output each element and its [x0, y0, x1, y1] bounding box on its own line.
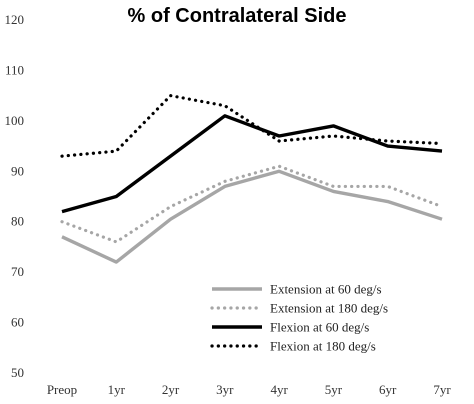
x-tick-label: 6yr	[379, 382, 397, 397]
y-tick-label: 90	[11, 163, 24, 178]
series-line-4	[60, 94, 444, 158]
y-tick-label: 100	[5, 113, 25, 128]
legend-label: Flexion at 180 deg/s	[270, 339, 376, 354]
y-tick-label: 50	[11, 365, 24, 380]
series-line-2	[60, 164, 444, 244]
series-line-3	[61, 114, 443, 214]
series-lines	[60, 94, 444, 264]
x-tick-label: 7yr	[433, 382, 451, 397]
x-tick-label: Preop	[47, 382, 77, 397]
chart-title: % of Contralateral Side	[128, 5, 347, 27]
x-tick-label: 1yr	[108, 382, 126, 397]
legend-label: Flexion at 60 deg/s	[270, 320, 369, 335]
legend-label: Extension at 180 deg/s	[270, 301, 388, 316]
x-tick-label: 5yr	[325, 382, 343, 397]
series-line-1	[61, 169, 443, 264]
legend-label: Extension at 60 deg/s	[270, 282, 382, 297]
x-axis-ticks: Preop 1yr 2yr 3yr 4yr 5yr 6yr 7yr	[47, 382, 452, 397]
y-tick-label: 120	[5, 12, 25, 27]
x-tick-label: 3yr	[216, 382, 234, 397]
x-tick-label: 4yr	[270, 382, 288, 397]
x-tick-label: 2yr	[162, 382, 180, 397]
legend: Extension at 60 deg/s Extension at 180 de…	[210, 282, 388, 354]
y-tick-label: 80	[11, 214, 24, 229]
y-tick-label: 70	[11, 264, 24, 279]
y-axis-ticks: 50 60 70 80 90 100 110 120	[5, 12, 25, 380]
y-tick-label: 110	[5, 62, 24, 77]
y-tick-label: 60	[11, 315, 24, 330]
